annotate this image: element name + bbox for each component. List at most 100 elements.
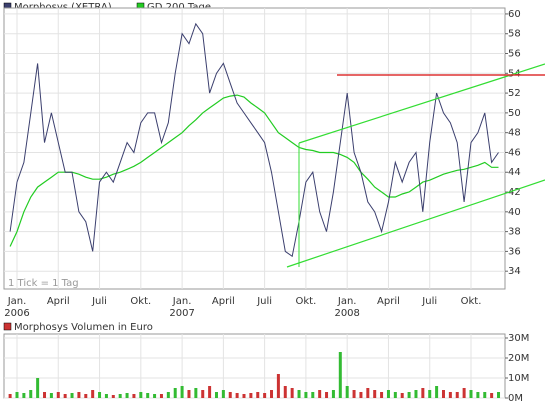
volume-bar <box>63 394 67 398</box>
volume-bar <box>132 394 136 398</box>
y-tick-label: 34 <box>508 266 521 277</box>
volume-bar <box>249 393 253 398</box>
volume-bar <box>173 388 177 398</box>
volume-bar <box>331 390 335 398</box>
y-tick-label: 36 <box>508 246 521 257</box>
x-tick-label: Jan. <box>172 296 192 307</box>
volume-bar <box>139 392 143 398</box>
x-tick-label: April <box>212 296 235 307</box>
volume-bar <box>91 390 95 398</box>
y-tick-label: 60 <box>508 9 521 20</box>
volume-bar <box>153 394 157 398</box>
x-tick-label: Jan. <box>7 296 27 307</box>
volume-bar <box>469 390 473 398</box>
volume-bar <box>386 390 390 398</box>
volume-bar <box>166 392 170 398</box>
legend-swatch <box>3 322 12 331</box>
volume-bar <box>208 386 212 398</box>
volume-bar <box>98 392 102 398</box>
x-tick-label: April <box>47 296 70 307</box>
plot-area <box>3 333 506 399</box>
volume-bar <box>84 394 88 398</box>
volume-bar <box>380 392 384 398</box>
volume-bar <box>146 393 150 398</box>
volume-bar <box>366 388 370 398</box>
volume-bar <box>43 392 47 398</box>
x-tick-label: Juli <box>256 296 272 307</box>
x-tick-label: Juli <box>91 296 107 307</box>
volume-bar <box>400 393 404 398</box>
volume-bar <box>352 390 356 398</box>
volume-bar <box>318 390 322 398</box>
y-tick-label: 30M <box>508 333 529 344</box>
x-year-label: 2008 <box>334 308 359 319</box>
volume-bar <box>393 392 397 398</box>
y-tick-label: 40 <box>508 207 521 218</box>
y-tick-label: 46 <box>508 147 521 158</box>
line-series <box>9 94 499 247</box>
volume-bar <box>15 392 19 398</box>
volume-bar <box>290 388 294 398</box>
volume-bar <box>311 392 315 398</box>
volume-bar <box>36 378 40 398</box>
x-tick-label: Jan. <box>337 296 357 307</box>
volume-bar <box>490 393 494 398</box>
volume-bar <box>435 386 439 398</box>
volume-bar <box>194 388 198 398</box>
x-tick-label: Okt. <box>130 296 151 307</box>
volume-bar <box>414 390 418 398</box>
y-tick-label: 56 <box>508 49 521 60</box>
y-tick-label: 58 <box>508 29 521 40</box>
y-tick-label: 0M <box>508 393 523 404</box>
plot-area <box>3 7 506 290</box>
volume-bar <box>8 394 12 398</box>
volume-bar <box>359 392 363 398</box>
volume-bar <box>104 394 108 398</box>
volume-bar <box>373 390 377 398</box>
volume-bar <box>125 393 129 398</box>
volume-bar <box>407 392 411 398</box>
volume-bar <box>221 390 225 398</box>
x-tick-label: April <box>377 296 400 307</box>
volume-bar <box>29 390 33 398</box>
volume-bar <box>49 393 53 398</box>
volume-bar <box>263 393 267 398</box>
volume-bar <box>338 352 342 398</box>
volume-bar <box>276 374 280 398</box>
volume-bar <box>118 394 122 398</box>
volume-bar <box>77 392 81 398</box>
volume-bar <box>214 392 218 398</box>
volume-bar <box>111 395 115 398</box>
x-tick-label: Okt. <box>461 296 482 307</box>
trend-lines <box>286 63 545 268</box>
trend-line <box>286 179 545 268</box>
volume-bar <box>180 386 184 398</box>
volume-bar <box>297 390 301 398</box>
volume-bar <box>270 390 274 398</box>
volume-bar <box>201 390 205 398</box>
y-tick-label: 44 <box>508 167 521 178</box>
volume-bar <box>304 392 308 398</box>
volume-bar <box>483 392 487 398</box>
x-tick-label: Okt. <box>296 296 317 307</box>
y-tick-label: 20M <box>508 353 529 364</box>
volume-bar <box>476 392 480 398</box>
volume-bar <box>441 390 445 398</box>
legend: Morphosys Volumen in Euro <box>3 322 153 333</box>
volume-bar <box>462 388 466 398</box>
legend-label: Morphosys Volumen in Euro <box>14 322 153 333</box>
volume-bar <box>448 392 452 398</box>
volume-bar <box>242 394 246 398</box>
y-tick-label: 52 <box>508 88 521 99</box>
annotation: 1 Tick = 1 Tag <box>8 278 79 289</box>
volume-bar <box>345 386 349 398</box>
volume-bar <box>70 393 74 398</box>
x-tick-label: Juli <box>421 296 437 307</box>
volume-bar <box>22 393 26 398</box>
trend-line <box>298 63 545 144</box>
volume-bar <box>56 392 60 398</box>
volume-bar <box>256 392 260 398</box>
volume-bar <box>187 390 191 398</box>
volume-bar <box>421 388 425 398</box>
